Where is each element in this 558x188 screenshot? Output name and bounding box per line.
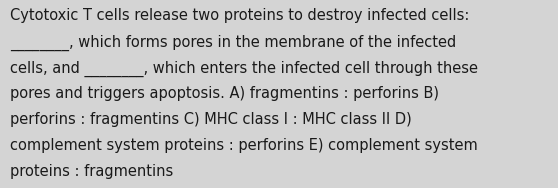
- Text: pores and triggers apoptosis. A) fragmentins : perforins B): pores and triggers apoptosis. A) fragmen…: [10, 86, 439, 101]
- Text: cells, and ________, which enters the infected cell through these: cells, and ________, which enters the in…: [10, 60, 478, 77]
- Text: proteins : fragmentins: proteins : fragmentins: [10, 164, 174, 179]
- Text: ________, which forms pores in the membrane of the infected: ________, which forms pores in the membr…: [10, 34, 456, 51]
- Text: perforins : fragmentins C) MHC class I : MHC class II D): perforins : fragmentins C) MHC class I :…: [10, 112, 412, 127]
- Text: complement system proteins : perforins E) complement system: complement system proteins : perforins E…: [10, 138, 478, 153]
- Text: Cytotoxic T cells release two proteins to destroy infected cells:: Cytotoxic T cells release two proteins t…: [10, 8, 469, 24]
